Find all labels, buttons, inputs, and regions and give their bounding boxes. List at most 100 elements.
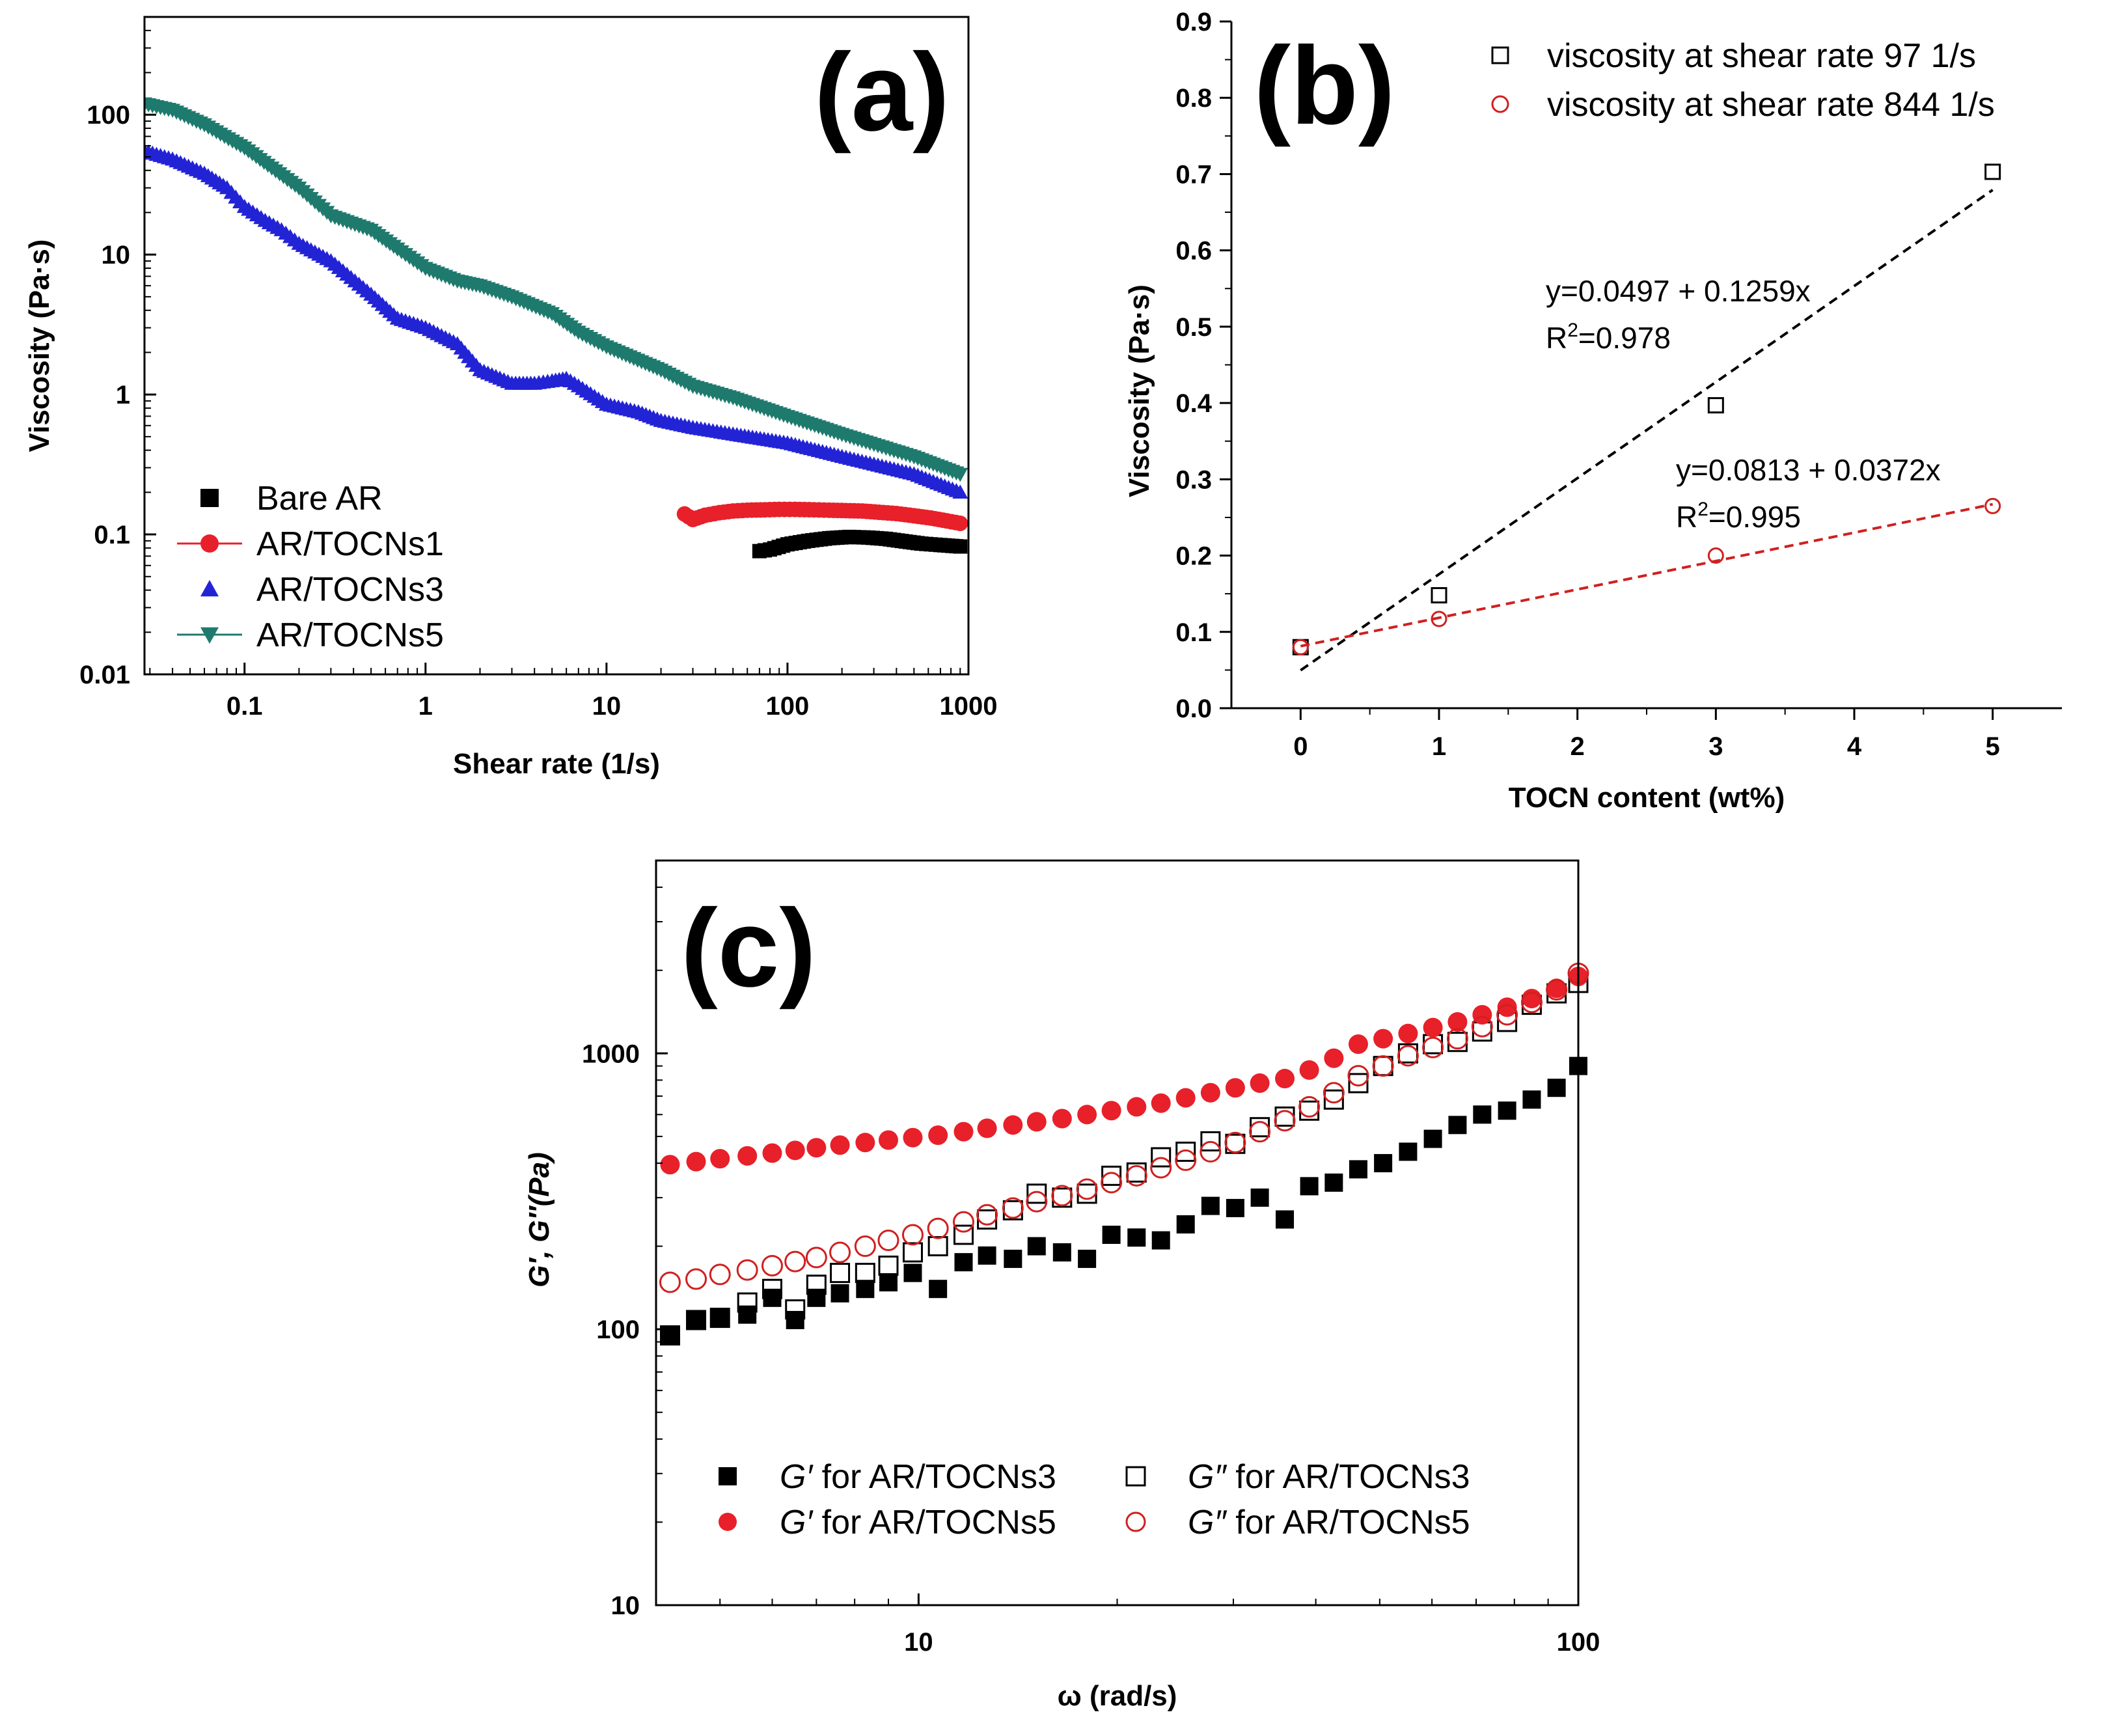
data-point-c-1 bbox=[659, 1325, 680, 1346]
data-point-c-2 bbox=[1447, 1012, 1468, 1032]
data-point-a-0 bbox=[953, 539, 968, 554]
data-point-c-0 bbox=[738, 1305, 757, 1324]
data-point-c-2 bbox=[1472, 1004, 1492, 1025]
data-point-c-3 bbox=[1175, 1149, 1197, 1171]
data-point-c-2 bbox=[762, 1143, 782, 1163]
data-point-c-3 bbox=[1051, 1185, 1073, 1207]
legend-suffix-c: for AR/TOCNs3 bbox=[812, 1458, 1056, 1496]
data-point-c-2 bbox=[977, 1118, 997, 1138]
data-point-c-1 bbox=[785, 1299, 806, 1320]
data-point-c-1 bbox=[1077, 1183, 1097, 1204]
legend-marker-b bbox=[1491, 95, 1509, 113]
y-tick-label-a: 0.1 bbox=[94, 521, 130, 549]
data-point-c-1 bbox=[878, 1255, 899, 1276]
fit-r2-b: R2=0.978 bbox=[1546, 320, 1671, 355]
data-point-c-0 bbox=[954, 1253, 973, 1272]
data-point-c-1 bbox=[953, 1224, 974, 1245]
data-point-c-3 bbox=[1026, 1191, 1048, 1213]
y-tick-label-c: 1000 bbox=[582, 1040, 640, 1068]
data-point-c-1 bbox=[806, 1274, 827, 1295]
r2-prefix: R bbox=[1546, 321, 1567, 355]
panel-c: 10 100 10 100 1000 ω (rad/s) G′, G″(Pa) (c) G′ f… bbox=[523, 859, 1600, 1712]
legend-suffix-c: for AR/TOCNs3 bbox=[1226, 1458, 1470, 1496]
data-point-c-0 bbox=[1300, 1177, 1319, 1196]
x-axis-title-c: ω (rad/s) bbox=[1058, 1680, 1177, 1712]
y-tick-label-b: 0.1 bbox=[1175, 618, 1212, 647]
data-point-c-0 bbox=[1052, 1243, 1071, 1261]
data-point-c-2 bbox=[1151, 1093, 1171, 1113]
y-tick-label-a: 100 bbox=[87, 101, 130, 130]
data-point-c-1 bbox=[709, 1308, 730, 1329]
data-point-c-3 bbox=[761, 1254, 783, 1276]
legend-label-c: G″ for AR/TOCNs3 bbox=[1188, 1458, 1470, 1496]
data-point-c-2 bbox=[1175, 1088, 1196, 1108]
data-point-c-3 bbox=[1298, 1095, 1321, 1118]
data-point-c-0 bbox=[1547, 1079, 1566, 1097]
x-tick-label-b: 0 bbox=[1293, 732, 1308, 761]
data-point-c-2 bbox=[1026, 1112, 1047, 1132]
data-point-c-2 bbox=[1052, 1109, 1072, 1129]
data-point-c-1 bbox=[1175, 1141, 1196, 1162]
y-tick-label-b: 0.7 bbox=[1175, 160, 1212, 189]
x-tick-label-c: 100 bbox=[1557, 1628, 1600, 1657]
data-point-a-2 bbox=[952, 484, 968, 499]
legend-label-c: G′ for AR/TOCNs5 bbox=[780, 1504, 1056, 1541]
data-point-c-0 bbox=[1027, 1237, 1046, 1256]
data-point-c-0 bbox=[978, 1246, 996, 1265]
x-tick-label-b: 1 bbox=[1432, 732, 1446, 761]
legend-suffix-c: for AR/TOCNs5 bbox=[812, 1504, 1056, 1541]
series-c-3 bbox=[659, 962, 1589, 1293]
data-point-c-0 bbox=[1127, 1228, 1146, 1247]
data-point-c-0 bbox=[903, 1263, 922, 1282]
data-point-c-2 bbox=[1127, 1097, 1147, 1117]
x-tick-label-b: 3 bbox=[1708, 732, 1723, 761]
data-point-c-0 bbox=[830, 1284, 849, 1302]
data-point-b-0 bbox=[1984, 163, 2001, 180]
data-point-c-3 bbox=[1471, 1015, 1493, 1038]
data-point-c-3 bbox=[877, 1230, 899, 1252]
data-point-c-1 bbox=[855, 1263, 875, 1284]
data-point-c-0 bbox=[1176, 1215, 1195, 1233]
data-point-c-0 bbox=[1276, 1210, 1295, 1229]
y-tick-label-a: 10 bbox=[102, 241, 131, 269]
data-point-c-2 bbox=[737, 1146, 758, 1166]
x-axis-title-a: Shear rate (1/s) bbox=[453, 748, 660, 780]
data-point-c-1 bbox=[686, 1310, 707, 1330]
data-point-c-1 bbox=[1348, 1073, 1369, 1094]
data-point-c-2 bbox=[1423, 1017, 1443, 1038]
data-point-c-3 bbox=[1496, 1004, 1518, 1026]
data-point-c-3 bbox=[952, 1211, 974, 1233]
legend-label-c: G″ for AR/TOCNs5 bbox=[1188, 1504, 1470, 1541]
data-point-c-2 bbox=[1101, 1101, 1121, 1121]
legend-marker-c bbox=[1125, 1511, 1146, 1532]
legend-label-a: AR/TOCNs1 bbox=[256, 525, 444, 563]
legend-marker-c bbox=[719, 1513, 737, 1531]
r2-exponent: 2 bbox=[1697, 499, 1708, 520]
data-point-c-3 bbox=[1274, 1110, 1296, 1132]
y-tick-label-a: 1 bbox=[116, 381, 130, 409]
y-tick-label-b: 0.0 bbox=[1175, 695, 1212, 723]
data-point-c-2 bbox=[710, 1149, 730, 1169]
data-point-c-2 bbox=[1275, 1069, 1295, 1089]
data-point-c-3 bbox=[1347, 1065, 1369, 1087]
legend-suffix-c: for AR/TOCNs5 bbox=[1226, 1504, 1470, 1541]
data-point-c-1 bbox=[1200, 1131, 1221, 1151]
series-c-0 bbox=[661, 1056, 1587, 1345]
fit-line-b-0 bbox=[1300, 189, 1994, 672]
series-a-1 bbox=[676, 501, 968, 532]
data-point-c-2 bbox=[1373, 1028, 1393, 1049]
series-c-2 bbox=[660, 967, 1588, 1175]
data-point-c-2 bbox=[1324, 1048, 1344, 1068]
r2-prefix: R bbox=[1676, 500, 1697, 534]
data-point-c-1 bbox=[1323, 1089, 1344, 1110]
legend-label-a: Bare AR bbox=[256, 480, 383, 517]
data-point-c-2 bbox=[1077, 1105, 1097, 1125]
legend-label-b: viscosity at shear rate 844 1/s bbox=[1547, 86, 1995, 124]
data-point-c-1 bbox=[737, 1292, 758, 1313]
panel-label-b: (b) bbox=[1254, 24, 1395, 148]
data-point-c-2 bbox=[1200, 1082, 1220, 1103]
y-tick-label-b: 0.8 bbox=[1175, 84, 1212, 113]
data-point-c-2 bbox=[1546, 978, 1567, 999]
data-point-c-3 bbox=[1422, 1036, 1444, 1058]
data-point-c-0 bbox=[1078, 1249, 1097, 1268]
